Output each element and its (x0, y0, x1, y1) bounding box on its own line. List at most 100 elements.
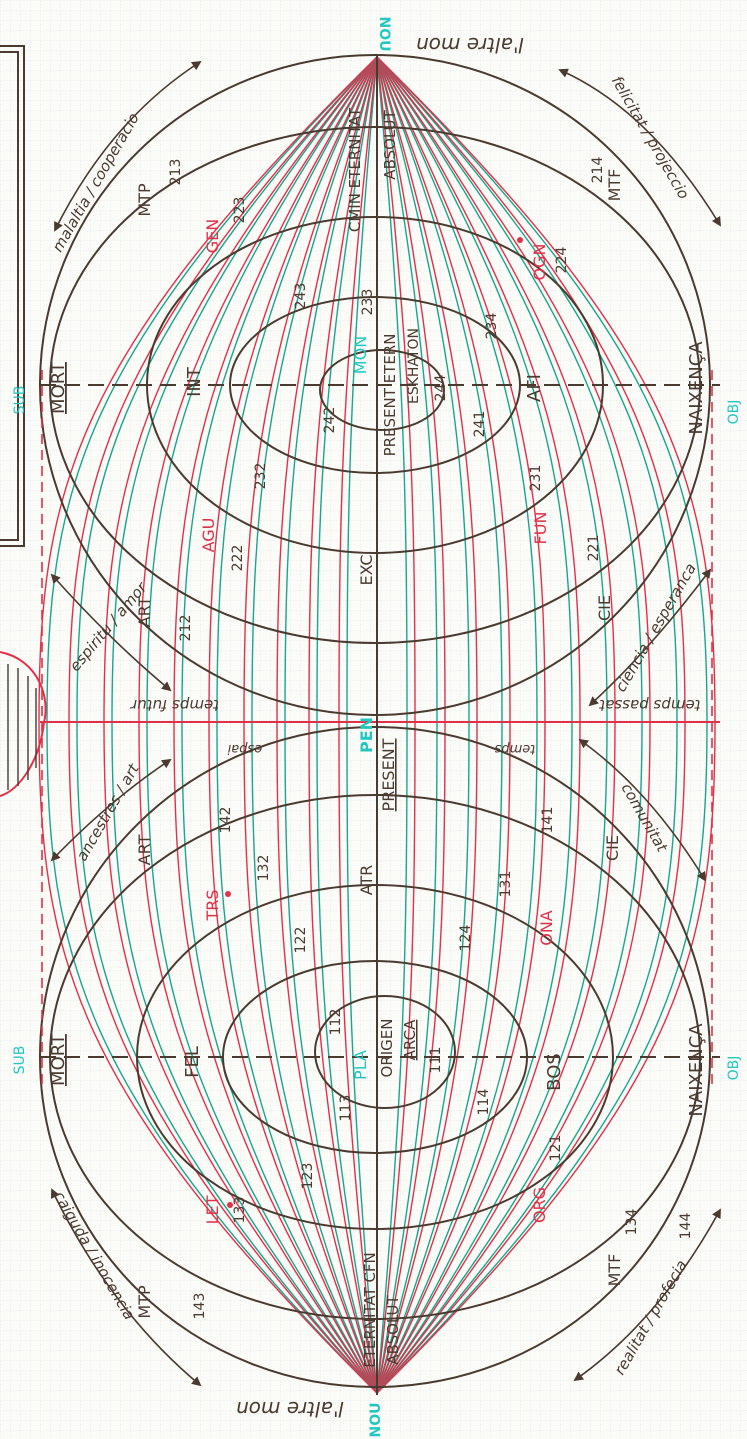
lower-atr: ATR (357, 865, 376, 896)
lower-meridian-red-l-1 (338, 721, 378, 1394)
lower-meridian-red-l-3 (276, 721, 378, 1394)
red-dots (225, 237, 523, 1208)
upper-num-223: 223 (232, 197, 248, 224)
lower-present: PRESENT (379, 738, 398, 811)
lower-num-131: 131 (498, 871, 514, 898)
lower-meridian-teal-r-1 (376, 721, 408, 1394)
lower-meridian-red-r-1 (376, 721, 416, 1394)
lower-num-142: 142 (218, 807, 234, 834)
left-frame (0, 45, 25, 547)
note-center-small-right: temps (494, 741, 535, 756)
upper-meridian-red-r-3 (376, 56, 478, 723)
upper-num-212: 212 (178, 615, 194, 642)
lower-bos: BOS (544, 1053, 565, 1091)
upper-num-243: 243 (293, 283, 309, 310)
upper-mon: MON (351, 336, 370, 374)
upper-int: INT (184, 366, 205, 397)
upper-meridian-teal-r-6 (376, 56, 573, 723)
upper-meridian-red-l-6 (173, 56, 378, 723)
upper-eskhaton: ESKHATON (406, 328, 422, 404)
upper-naixenca: NAIXENÇA (686, 341, 707, 435)
lower-num-134: 134 (624, 1209, 640, 1236)
lower-absolut: ABSOLUT (384, 1294, 402, 1364)
ring-upper-inner (319, 349, 445, 431)
upper-mtp: MTP (135, 183, 154, 217)
lower-arca: ARCA (401, 1019, 419, 1060)
lower-num-122: 122 (293, 927, 309, 954)
note-center-left: temps futur (130, 696, 219, 714)
lower-meridian-red-r-3 (376, 721, 478, 1394)
lower-meridian-teal-r-5 (376, 721, 538, 1394)
upper-meridian-red-r-6 (376, 56, 581, 723)
lower-naixenca: NAIXENÇA (686, 1023, 707, 1117)
upper-num-244: 244 (433, 375, 449, 402)
upper-present-etern: PRESENT ETERN (381, 334, 399, 457)
lower-meridian-teal-l-4 (251, 721, 378, 1394)
upper-meridian-red-r-1 (376, 56, 416, 723)
note-center-right: temps passat (598, 696, 700, 714)
lower-org: ORG (530, 1187, 549, 1223)
upper-meridian-teal-l-6 (181, 56, 378, 723)
obj-label-bottom: OBJ (726, 1056, 742, 1081)
upper-num-221: 221 (586, 535, 602, 562)
lower-ona: ONA (537, 910, 556, 946)
lower-meridian-teal-l-6 (181, 721, 378, 1394)
lower-meridian-red-r-10 (376, 721, 716, 1394)
lower-meridian-teal-r-3 (376, 721, 470, 1394)
upper-meridian-teal-r-3 (376, 56, 470, 723)
sub-label-bottom: SUB (12, 1046, 28, 1075)
upper-meridian-red-l-2 (308, 56, 378, 723)
upper-meridian-red-l-1 (338, 56, 378, 723)
lower-meridian-red-l-10 (38, 721, 378, 1394)
lower-num-111: 111 (428, 1047, 444, 1074)
lower-meridian-teal-l-10 (46, 721, 378, 1394)
lower-num-121: 121 (548, 1135, 564, 1162)
upper-mort: MORT (48, 361, 69, 414)
upper-meridian-teal-l-5 (216, 56, 378, 723)
lower-meridian-teal-l-1 (346, 721, 378, 1394)
upper-meridian-teal-r-4 (376, 56, 503, 723)
upper-eternitat: CMIN ETERNITAT (346, 107, 364, 232)
upper-meridian-teal-r-1 (376, 56, 408, 723)
lower-num-124: 124 (458, 925, 474, 952)
lower-meridian-red-r-4 (376, 721, 511, 1394)
lower-let: LET (203, 1195, 222, 1224)
lower-meridian-teal-r-2 (376, 721, 438, 1394)
lower-fel: FEL (182, 1046, 203, 1078)
lower-meridian-teal-r-6 (376, 721, 573, 1394)
upper-meridian-teal-l-10 (46, 56, 378, 723)
upper-meridian-red-l-4 (243, 56, 378, 723)
lower-origen: ORIGEN (378, 1019, 396, 1078)
upper-meridian-teal-l-3 (284, 56, 378, 723)
obj-label-top: OBJ (726, 400, 742, 425)
upper-num-234: 234 (484, 313, 500, 340)
upper-num-241: 241 (472, 411, 488, 438)
upper-meridian-red-l-3 (276, 56, 378, 723)
upper-num-233: 233 (360, 289, 376, 316)
sub-label-top: SUB (12, 386, 28, 415)
lower-pla: PLA (351, 1050, 370, 1080)
upper-gen: GEN (203, 219, 222, 253)
lower-mtf: MTF (605, 1254, 624, 1287)
upper-fun: FUN (531, 512, 550, 545)
upper-afi: AFI (524, 374, 545, 402)
note-center-small-left: espai (227, 741, 262, 756)
lower-cie: CIE (603, 835, 622, 861)
pole-middle: PEN (357, 717, 376, 753)
lower-num-123: 123 (300, 1163, 316, 1190)
upper-agu: AGU (199, 518, 218, 553)
upper-meridian-red-r-4 (376, 56, 511, 723)
lower-num-141: 141 (540, 807, 556, 834)
lower-meridian-teal-l-5 (216, 721, 378, 1394)
lower-num-112: 112 (328, 1009, 344, 1036)
upper-mtf: MTF (605, 169, 624, 202)
lower-eternitat: ETERNITAT CFN (361, 1252, 379, 1368)
ring-lower-inner (314, 995, 456, 1109)
upper-num-232: 232 (253, 463, 269, 490)
lower-num-132: 132 (256, 855, 272, 882)
upper-num-231: 231 (528, 465, 544, 492)
upper-cie: CIE (595, 595, 614, 621)
margin-arrows (50, 60, 721, 1387)
upper-num-222: 222 (230, 545, 246, 572)
upper-meridian-red-r-2 (376, 56, 446, 723)
